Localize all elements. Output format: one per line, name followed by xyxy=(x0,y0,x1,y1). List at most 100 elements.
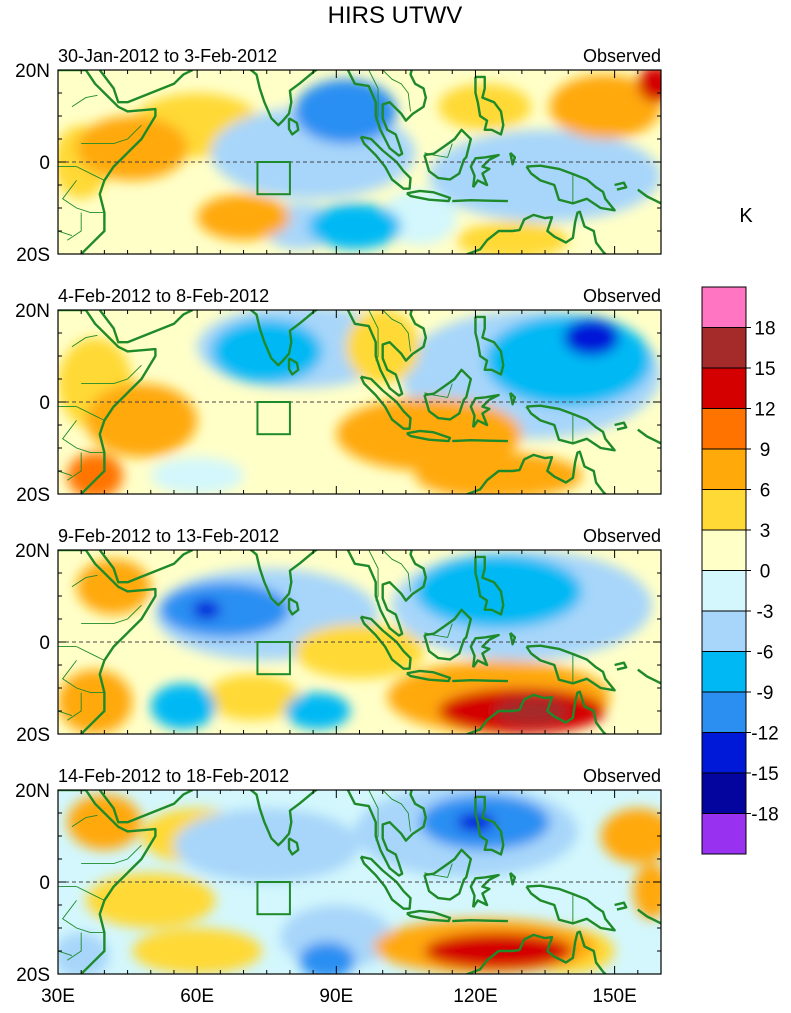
anomaly-cell xyxy=(58,669,133,734)
coastline xyxy=(452,438,508,443)
chart-title: HIRS UTWV xyxy=(328,2,463,29)
colorbar-swatch xyxy=(701,570,747,612)
panel-label: Observed xyxy=(583,766,661,786)
coastline xyxy=(359,135,412,190)
coastline xyxy=(474,315,505,376)
coastline xyxy=(58,310,157,494)
border-line xyxy=(61,900,105,934)
axis-ticks xyxy=(57,789,662,975)
coastline xyxy=(346,790,428,877)
coastline xyxy=(474,75,505,136)
panel-label: Observed xyxy=(583,286,661,306)
panel-period: 4-Feb-2012 to 8-Feb-2012 xyxy=(58,286,269,306)
border-line xyxy=(81,844,142,865)
axis-ticks xyxy=(57,69,662,255)
border-line xyxy=(58,709,73,717)
panel-label: Observed xyxy=(583,46,661,66)
coastline xyxy=(452,918,508,923)
border-line xyxy=(327,42,346,65)
anomaly-cell xyxy=(76,559,151,615)
map-panel-3: 20N 0 20S 9-Feb-2012 to 13-Feb-2012 Observed xyxy=(15,526,662,746)
y-tick-label: 0 xyxy=(39,393,50,414)
panel-period: 9-Feb-2012 to 13-Feb-2012 xyxy=(58,526,279,546)
y-tick-label: 20N xyxy=(15,61,50,82)
anomaly-cell xyxy=(456,221,569,254)
panel-label: Observed xyxy=(583,526,661,546)
border-line xyxy=(67,932,82,961)
coastline xyxy=(58,550,157,734)
border-line xyxy=(382,310,411,352)
anomaly-cell xyxy=(150,683,216,730)
coastline xyxy=(406,909,452,923)
border-line xyxy=(76,406,105,421)
border-line xyxy=(58,229,73,237)
coastline xyxy=(614,181,628,191)
colorbar-swatch xyxy=(701,489,747,531)
coastline xyxy=(359,855,412,910)
y-tick-label: 20S xyxy=(16,485,50,506)
anomaly-cell xyxy=(563,319,620,356)
coastline xyxy=(406,429,452,443)
axis-ticks xyxy=(57,309,662,495)
colorbar-swatch xyxy=(701,732,747,774)
colorbar-swatch xyxy=(701,286,747,328)
y-tick-label: 20N xyxy=(15,781,50,802)
coastline xyxy=(98,70,194,104)
coastline xyxy=(614,661,628,671)
anomaly-cell xyxy=(633,863,661,919)
border-line xyxy=(71,94,98,108)
map-panel-2: 20N 0 20S 4-Feb-2012 to 8-Feb-2012 Observed xyxy=(15,286,662,506)
coastline xyxy=(229,790,319,847)
coastline xyxy=(287,357,300,376)
x-tick-label: 60E xyxy=(180,986,214,1007)
coastline xyxy=(525,404,616,452)
border-line xyxy=(61,420,105,454)
colorbar-swatch xyxy=(701,772,747,814)
colorbar-level-label: -15 xyxy=(751,764,778,785)
anomaly-cell xyxy=(285,692,351,730)
anomaly-cell xyxy=(211,319,323,384)
anomaly-cell xyxy=(415,554,583,629)
coastline xyxy=(614,421,628,431)
border-line xyxy=(71,574,98,588)
border-line xyxy=(71,814,98,828)
colorbar-level-label: -9 xyxy=(757,683,774,704)
coastlines xyxy=(58,790,661,974)
coastline xyxy=(464,930,608,974)
anomaly-cell xyxy=(173,808,360,882)
anomaly-cell xyxy=(438,83,532,130)
coastline xyxy=(525,884,616,932)
x-tick-label: 90E xyxy=(319,986,353,1007)
coastlines xyxy=(58,70,661,254)
coastline xyxy=(464,450,608,494)
coastline xyxy=(452,198,508,203)
border-line xyxy=(61,660,105,694)
colorbar-units-label: K xyxy=(739,205,753,227)
colorbar-level-label: -6 xyxy=(757,643,774,664)
border-line xyxy=(67,452,82,481)
colorbar-level-label: -18 xyxy=(751,805,778,826)
coastline xyxy=(287,597,300,616)
colorbar-level-label: -12 xyxy=(751,724,778,745)
coastline xyxy=(637,908,661,925)
border-line xyxy=(67,692,82,721)
colorbar-level-label: -3 xyxy=(757,602,774,623)
coastline xyxy=(346,550,428,637)
coastline xyxy=(287,117,300,136)
anomaly-cell xyxy=(600,808,661,864)
region-box xyxy=(256,401,291,436)
border-line xyxy=(81,604,142,625)
coastline xyxy=(525,644,616,692)
anomaly-cell xyxy=(192,600,221,619)
border-line xyxy=(81,124,142,145)
anomaly-cell xyxy=(549,74,661,139)
colorbar-swatch xyxy=(701,691,747,733)
colorbar-level-label: 3 xyxy=(760,521,771,542)
coastline xyxy=(58,70,157,254)
coastline xyxy=(637,188,661,205)
colorbar-swatch xyxy=(701,529,747,571)
country-borders xyxy=(58,42,574,241)
coastline xyxy=(287,837,300,856)
coastline xyxy=(614,901,628,911)
